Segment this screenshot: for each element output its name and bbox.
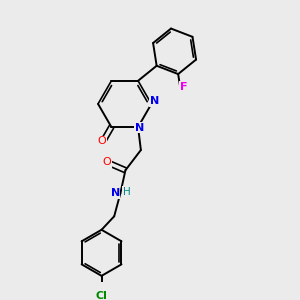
Text: N: N <box>150 96 159 106</box>
Text: O: O <box>103 157 112 167</box>
Text: N: N <box>111 188 120 198</box>
Text: O: O <box>98 136 106 146</box>
Text: N: N <box>135 123 144 133</box>
Text: H: H <box>123 187 130 197</box>
Text: F: F <box>180 82 187 92</box>
Text: Cl: Cl <box>96 291 107 300</box>
